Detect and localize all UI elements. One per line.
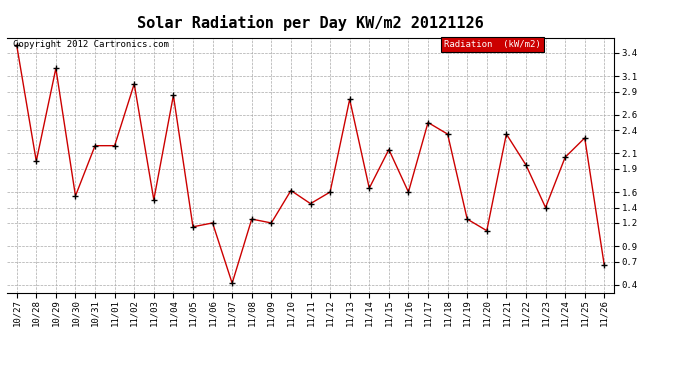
Text: Solar Radiation per Day KW/m2 20121126: Solar Radiation per Day KW/m2 20121126 bbox=[137, 15, 484, 31]
Text: Copyright 2012 Cartronics.com: Copyright 2012 Cartronics.com bbox=[13, 40, 169, 49]
Text: Radiation  (kW/m2): Radiation (kW/m2) bbox=[444, 40, 541, 49]
